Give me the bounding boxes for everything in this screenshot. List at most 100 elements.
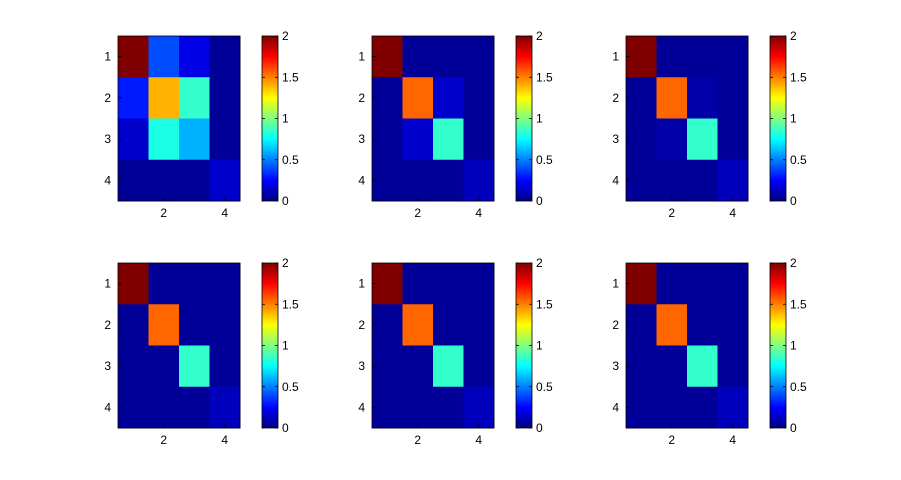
heatmap-cell (118, 36, 149, 78)
colorbar-tick-label: 0 (282, 194, 289, 208)
heatmap-cell (118, 263, 149, 305)
heatmap-cell (626, 345, 657, 388)
colorbar-tick-label: 1.5 (282, 297, 299, 311)
x-tick-label: 4 (729, 206, 736, 220)
heatmap-cell (687, 77, 718, 119)
heatmap-cell (433, 386, 464, 429)
heatmap-cell (433, 118, 464, 161)
axes-frame (117, 35, 241, 202)
heatmap-cell (656, 263, 688, 305)
colorbar-tick-label: 1.5 (790, 297, 807, 311)
heatmap-cell (209, 159, 241, 202)
axes-frame (625, 262, 749, 429)
y-tick-label: 1 (612, 50, 619, 64)
heatmap-cell (209, 345, 241, 388)
heatmap-cell (179, 386, 210, 429)
colorbar-tick-label: 2 (536, 256, 543, 270)
heatmap-cell (402, 304, 434, 346)
heatmap-cell (209, 118, 241, 161)
y-tick-label: 2 (612, 318, 619, 332)
heatmap-cell (687, 263, 718, 305)
y-tick-label: 3 (358, 359, 365, 373)
x-tick-label: 4 (729, 433, 736, 447)
heatmap-cell (118, 159, 149, 202)
heatmap-cell (179, 36, 210, 78)
colorbar-tick-label: 1.5 (536, 70, 553, 84)
heatmap-cell (717, 386, 749, 429)
axes-frame (371, 262, 495, 429)
colorbar-tick-label: 0.5 (536, 380, 553, 394)
heatmap-cell (402, 77, 434, 119)
heatmap-cell (179, 77, 210, 119)
colorbar-tick-label: 0.5 (282, 380, 299, 394)
heatmap-cell (148, 386, 180, 429)
heatmap-cell (433, 159, 464, 202)
x-tick-label: 2 (414, 433, 421, 447)
heatmap-cell (717, 304, 749, 346)
heatmap-cell (433, 77, 464, 119)
heatmap-cell (118, 386, 149, 429)
heatmap-cell (656, 77, 688, 119)
heatmap-cell (433, 36, 464, 78)
heatmap-cell (687, 304, 718, 346)
heatmap-cell (463, 77, 495, 119)
colorbar-tick-label: 0 (536, 194, 543, 208)
y-tick-label: 1 (358, 50, 365, 64)
colorbar-tick-label: 1 (282, 112, 289, 126)
heatmap-cell (717, 36, 749, 78)
heatmap-cell (717, 77, 749, 119)
colorbar-tick-label: 1 (790, 339, 797, 353)
heatmap-cell (463, 263, 495, 305)
y-tick-label: 3 (358, 132, 365, 146)
heatmap-cell (372, 118, 403, 161)
y-tick-label: 4 (612, 173, 619, 187)
heatmap-panel-6: 1 2 3 4 2 4 0 0.5 1 1.5 2 (612, 256, 807, 447)
heatmap-cell (687, 159, 718, 202)
heatmap-cell (179, 118, 210, 161)
heatmap-cell (372, 159, 403, 202)
heatmap-cell (656, 386, 688, 429)
y-tick-label: 3 (612, 359, 619, 373)
heatmap-cell (717, 345, 749, 388)
heatmap-cell (687, 118, 718, 161)
heatmap-cell (402, 386, 434, 429)
y-tick-label: 3 (104, 359, 111, 373)
x-tick-label: 2 (160, 433, 167, 447)
y-tick-label: 3 (612, 132, 619, 146)
y-tick-label: 1 (104, 50, 111, 64)
heatmap-cell (626, 386, 657, 429)
heatmap-cell (402, 118, 434, 161)
x-tick-label: 2 (668, 206, 675, 220)
heatmap-cell (209, 263, 241, 305)
heatmap-cell (372, 386, 403, 429)
heatmap-cell (179, 159, 210, 202)
heatmap-cell (656, 345, 688, 388)
colorbar-tick-label: 0 (282, 421, 289, 435)
heatmap-cell (148, 304, 180, 346)
heatmap-cell (118, 77, 149, 119)
x-tick-label: 2 (414, 206, 421, 220)
heatmap-cell (626, 77, 657, 119)
heatmap-cell (148, 345, 180, 388)
y-tick-label: 3 (104, 132, 111, 146)
heatmap-cell (402, 159, 434, 202)
x-tick-label: 4 (475, 433, 482, 447)
colorbar-tick-label: 2 (282, 29, 289, 43)
heatmap-cell (433, 263, 464, 305)
y-tick-label: 4 (358, 173, 365, 187)
colorbar-tick-label: 0 (790, 194, 797, 208)
y-tick-label: 4 (612, 400, 619, 414)
colorbar-tick-label: 2 (536, 29, 543, 43)
heatmap-cell (687, 36, 718, 78)
heatmap-cell (626, 263, 657, 305)
y-tick-label: 4 (358, 400, 365, 414)
colorbar-tick-label: 1 (282, 339, 289, 353)
colorbar-tick-label: 0.5 (282, 153, 299, 167)
heatmap-cell (717, 263, 749, 305)
colorbar-tick-label: 2 (790, 29, 797, 43)
heatmap-cell (209, 304, 241, 346)
heatmap-cell (433, 304, 464, 346)
colorbar-tick-label: 0.5 (790, 153, 807, 167)
heatmap-cell (656, 36, 688, 78)
